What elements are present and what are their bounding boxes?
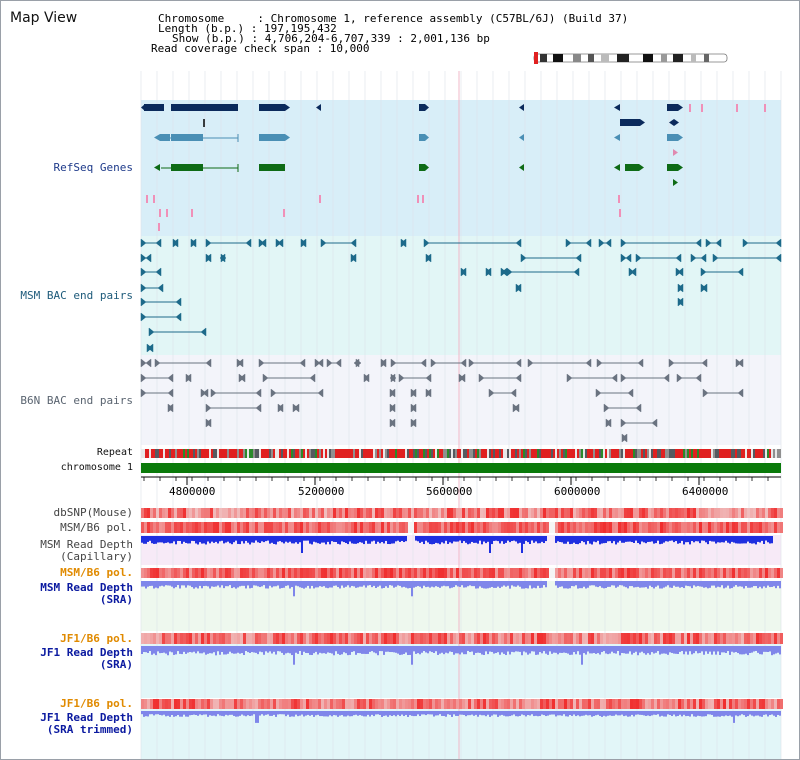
dbsnp-label: dbSNP(Mouse) [53, 506, 133, 519]
jf1-read-depth-sra [141, 646, 781, 665]
msm-bac-end-pairs [140, 238, 782, 353]
jf1-depth-sra-sublabel: (SRA) [99, 658, 133, 671]
b6n-bac-end-pairs [140, 358, 744, 443]
msm-b6-pol-label-1: MSM/B6 pol. [60, 521, 133, 534]
length-info: Length (b.p.) : 197,195,432 [158, 22, 337, 35]
msm-depth-sra-sublabel: (SRA) [99, 593, 133, 606]
msm-depth-cap-sublabel: (Capillary) [60, 550, 133, 563]
repeat-label: Repeat [96, 447, 133, 458]
msm-b6-pol-track-1 [141, 522, 783, 533]
jf1-b6-pol-track-2 [141, 699, 783, 709]
dbsnp-track [141, 508, 783, 518]
msm-bac-label: MSM BAC end pairs [20, 289, 133, 302]
axis-tick-label: 6000000 [554, 485, 601, 498]
msm-b6-pol-label-2: MSM/B6 pol. [60, 566, 133, 579]
jf1-b6-pol-track-1 [141, 633, 783, 644]
msm-depth-cap-label: MSM Read Depth [40, 538, 133, 551]
axis-tick-label: 5600000 [426, 485, 473, 498]
jf1-depth-sra-label: JF1 Read Depth [40, 646, 133, 659]
chromosome-bar [141, 463, 781, 473]
jf1-depth-trim-sublabel: (SRA trimmed) [46, 723, 133, 736]
refseq-genes-label: RefSeq Genes [53, 161, 133, 174]
jf1-b6-pol-label-2: JF1/B6 pol. [60, 697, 133, 710]
repeat-track [141, 449, 781, 458]
position-axis [141, 476, 781, 485]
grid-lines [140, 71, 782, 759]
show-range-info: Show (b.p.) : 4,706,204-6,707,339 : 2,00… [172, 32, 490, 45]
view-title: Map View [10, 10, 78, 26]
chromosome-ideogram [533, 52, 728, 64]
b6n-bac-label: B6N BAC end pairs [20, 394, 133, 407]
msm-depth-sra-label: MSM Read Depth [40, 581, 133, 594]
axis-tick-label: 4800000 [169, 485, 216, 498]
chromosome-label: chromosome 1 [60, 462, 133, 473]
chromosome-info: Chromosome : Chromosome 1, reference ass… [158, 12, 629, 25]
coverage-span-info: Read coverage check span : 10,000 [151, 42, 370, 55]
axis-tick-label: 6400000 [682, 485, 729, 498]
jf1-depth-trim-label: JF1 Read Depth [40, 711, 133, 724]
axis-tick-label: 5200000 [298, 485, 345, 498]
jf1-b6-pol-label-1: JF1/B6 pol. [60, 632, 133, 645]
msm-b6-pol-track-2 [141, 568, 783, 578]
refseq-pink-markers [146, 104, 766, 231]
msm-read-depth-sra [141, 581, 781, 597]
jf1-read-depth-sra-trimmed [141, 711, 781, 723]
msm-read-depth-capillary [141, 536, 773, 553]
refseq-genes [141, 104, 683, 186]
